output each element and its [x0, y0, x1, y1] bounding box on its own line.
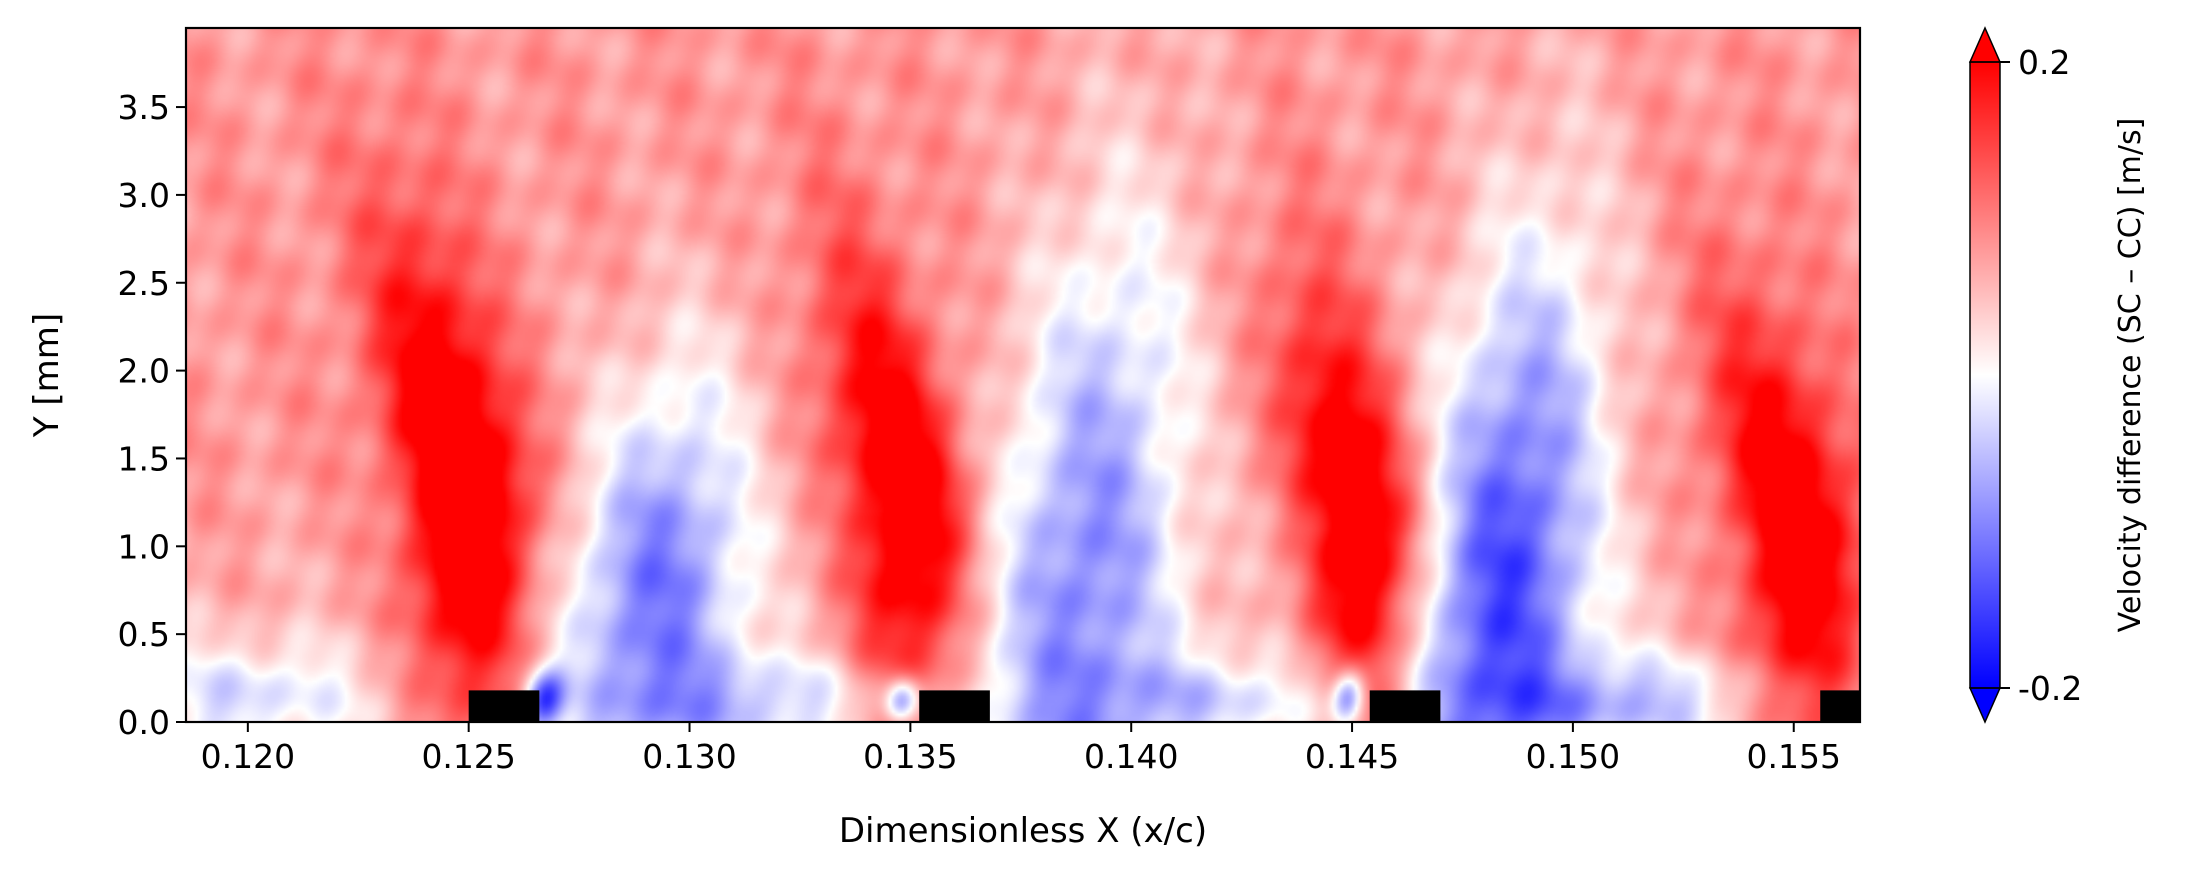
y-tick-label: 1.0: [118, 527, 170, 566]
y-tick-label: 0.0: [118, 703, 170, 742]
masked-regions: [468, 690, 1860, 722]
x-axis-label: Dimensionless X (x/c): [839, 811, 1207, 851]
plot-frame: [184, 26, 1862, 724]
colorbar-label: Velocity difference (SC – CC) [m/s]: [2113, 118, 2148, 633]
y-tick-label: 2.0: [118, 352, 170, 391]
colorbar-frame: [1969, 61, 2001, 689]
y-tick-label: 0.5: [118, 615, 170, 654]
masked-region: [1820, 690, 1860, 722]
masked-region: [919, 690, 990, 722]
y-tick-label: 1.5: [118, 439, 170, 478]
colorbar-tick-label-low: -0.2: [2018, 669, 2082, 708]
x-tick-label: 0.150: [1526, 737, 1620, 776]
colorbar-tick-label-high: 0.2: [2018, 43, 2070, 82]
masked-region: [468, 690, 540, 722]
x-tick-label: 0.130: [642, 737, 736, 776]
x-tick-label: 0.155: [1747, 737, 1841, 776]
x-tick-label: 0.135: [863, 737, 957, 776]
x-tick-label: 0.120: [201, 737, 295, 776]
x-tick-label: 0.125: [421, 737, 515, 776]
colorbar: 0.2 -0.2 Velocity difference (SC – CC) […: [1968, 26, 2148, 724]
x-tick-label: 0.145: [1305, 737, 1399, 776]
x-tick-label: 0.140: [1084, 737, 1178, 776]
x-axis-ticks: 0.120 0.125 0.130 0.135 0.140 0.145 0.150 0.155: [201, 722, 1841, 776]
colorbar-extend-high: [1968, 26, 2002, 63]
y-axis-label: Y [mm]: [27, 313, 67, 438]
y-axis-ticks: 0.0 0.5 1.0 1.5 2.0 2.5 3.0 3.5: [118, 88, 186, 742]
heatmap-image: [186, 28, 1860, 722]
y-tick-label: 3.0: [118, 176, 170, 215]
plot-area: 0.120 0.125 0.130 0.135 0.140 0.145 0.150 0.155…: [118, 26, 1862, 776]
colorbar-extend-low: [1968, 687, 2002, 724]
masked-region: [1369, 690, 1441, 722]
colorbar-gradient: [1970, 62, 2000, 688]
y-tick-label: 3.5: [118, 88, 170, 127]
y-tick-label: 2.5: [118, 264, 170, 303]
